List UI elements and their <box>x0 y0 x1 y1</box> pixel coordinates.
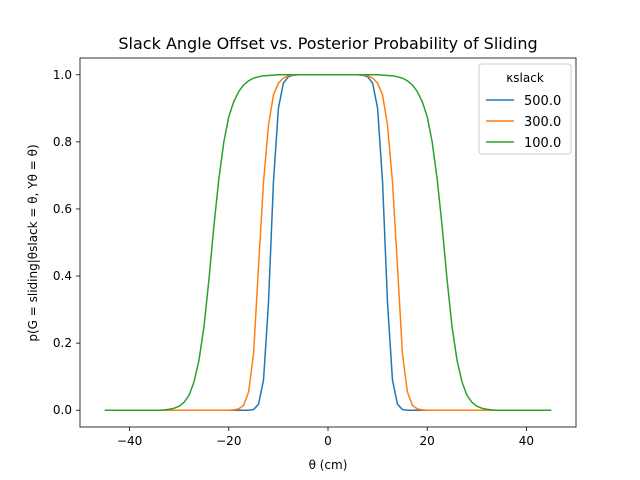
legend-title: κslack <box>506 71 544 85</box>
legend-entry-label: 500.0 <box>524 94 561 109</box>
series-layer <box>104 74 552 411</box>
x-axis-label: θ (cm) <box>309 458 348 472</box>
y-tick-label: 1.0 <box>53 68 72 82</box>
x-tick-label: 20 <box>420 434 435 448</box>
y-tick-label: 0.4 <box>53 269 72 283</box>
y-tick-label: 0.2 <box>53 336 72 350</box>
chart-title: Slack Angle Offset vs. Posterior Probabi… <box>118 34 537 53</box>
x-axis: −40 −20 0 20 40 <box>117 427 534 448</box>
series-line-100.0 <box>104 74 552 411</box>
y-tick-label: 0.6 <box>53 202 72 216</box>
y-axis-label: p(G = sliding|θslack = θ, Yθ = θ) <box>26 144 40 341</box>
legend-entry-label: 300.0 <box>524 115 561 130</box>
x-tick-label: 0 <box>324 434 332 448</box>
plot-frame <box>79 57 577 428</box>
legend-entry-label: 100.0 <box>524 136 561 151</box>
y-tick-label: 0.8 <box>53 135 72 149</box>
x-tick-label: −40 <box>117 434 142 448</box>
x-tick-label: −20 <box>216 434 241 448</box>
y-axis: 0.0 0.2 0.4 0.6 0.8 1.0 <box>53 68 80 417</box>
x-tick-label: 40 <box>519 434 534 448</box>
y-tick-label: 0.0 <box>53 403 72 417</box>
legend: κslack 500.0 300.0 100.0 <box>478 63 572 155</box>
legend-frame <box>478 63 572 155</box>
